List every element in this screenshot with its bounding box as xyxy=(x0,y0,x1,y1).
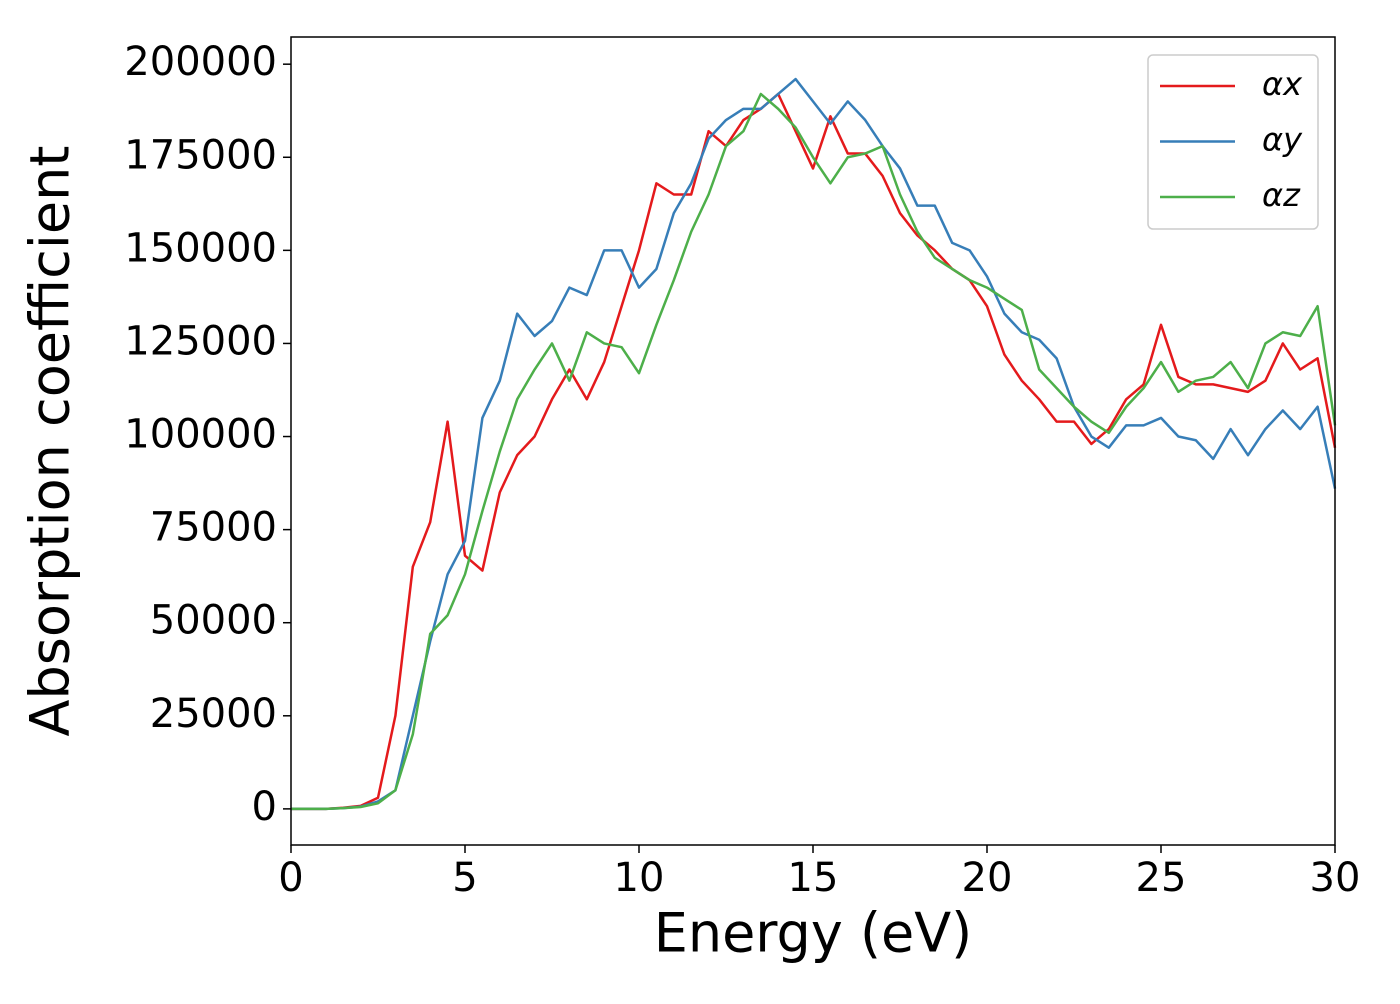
legend-label: αx xyxy=(1262,65,1303,103)
legend-label: αy xyxy=(1262,121,1303,159)
series-line xyxy=(291,77,1337,811)
x-tick-label: 0 xyxy=(278,855,303,901)
y-tick-label: 25000 xyxy=(150,691,277,737)
x-tick-label: 5 xyxy=(452,855,477,901)
plot-frame xyxy=(290,36,1336,846)
legend-label: αz xyxy=(1262,176,1301,214)
y-tick-label: 175000 xyxy=(124,132,277,178)
y-tick-label: 150000 xyxy=(124,225,277,271)
x-tick-label: 30 xyxy=(1310,855,1361,901)
series-line xyxy=(291,92,1337,811)
y-tick-label: 125000 xyxy=(124,318,277,364)
series-line xyxy=(291,92,1337,811)
x-tick-label: 20 xyxy=(962,855,1013,901)
x-tick-label: 15 xyxy=(788,855,839,901)
y-tick-label: 200000 xyxy=(124,39,277,85)
y-tick-label: 100000 xyxy=(124,412,277,458)
y-axis-label: Absorption coefficient xyxy=(19,146,82,737)
y-tick-label: 50000 xyxy=(150,598,277,644)
x-tick-label: 10 xyxy=(614,855,665,901)
x-tick-label: 25 xyxy=(1136,855,1187,901)
x-axis-label: Energy (eV) xyxy=(654,902,973,965)
y-tick-label: 75000 xyxy=(150,505,277,551)
y-tick-label: 0 xyxy=(252,784,277,830)
